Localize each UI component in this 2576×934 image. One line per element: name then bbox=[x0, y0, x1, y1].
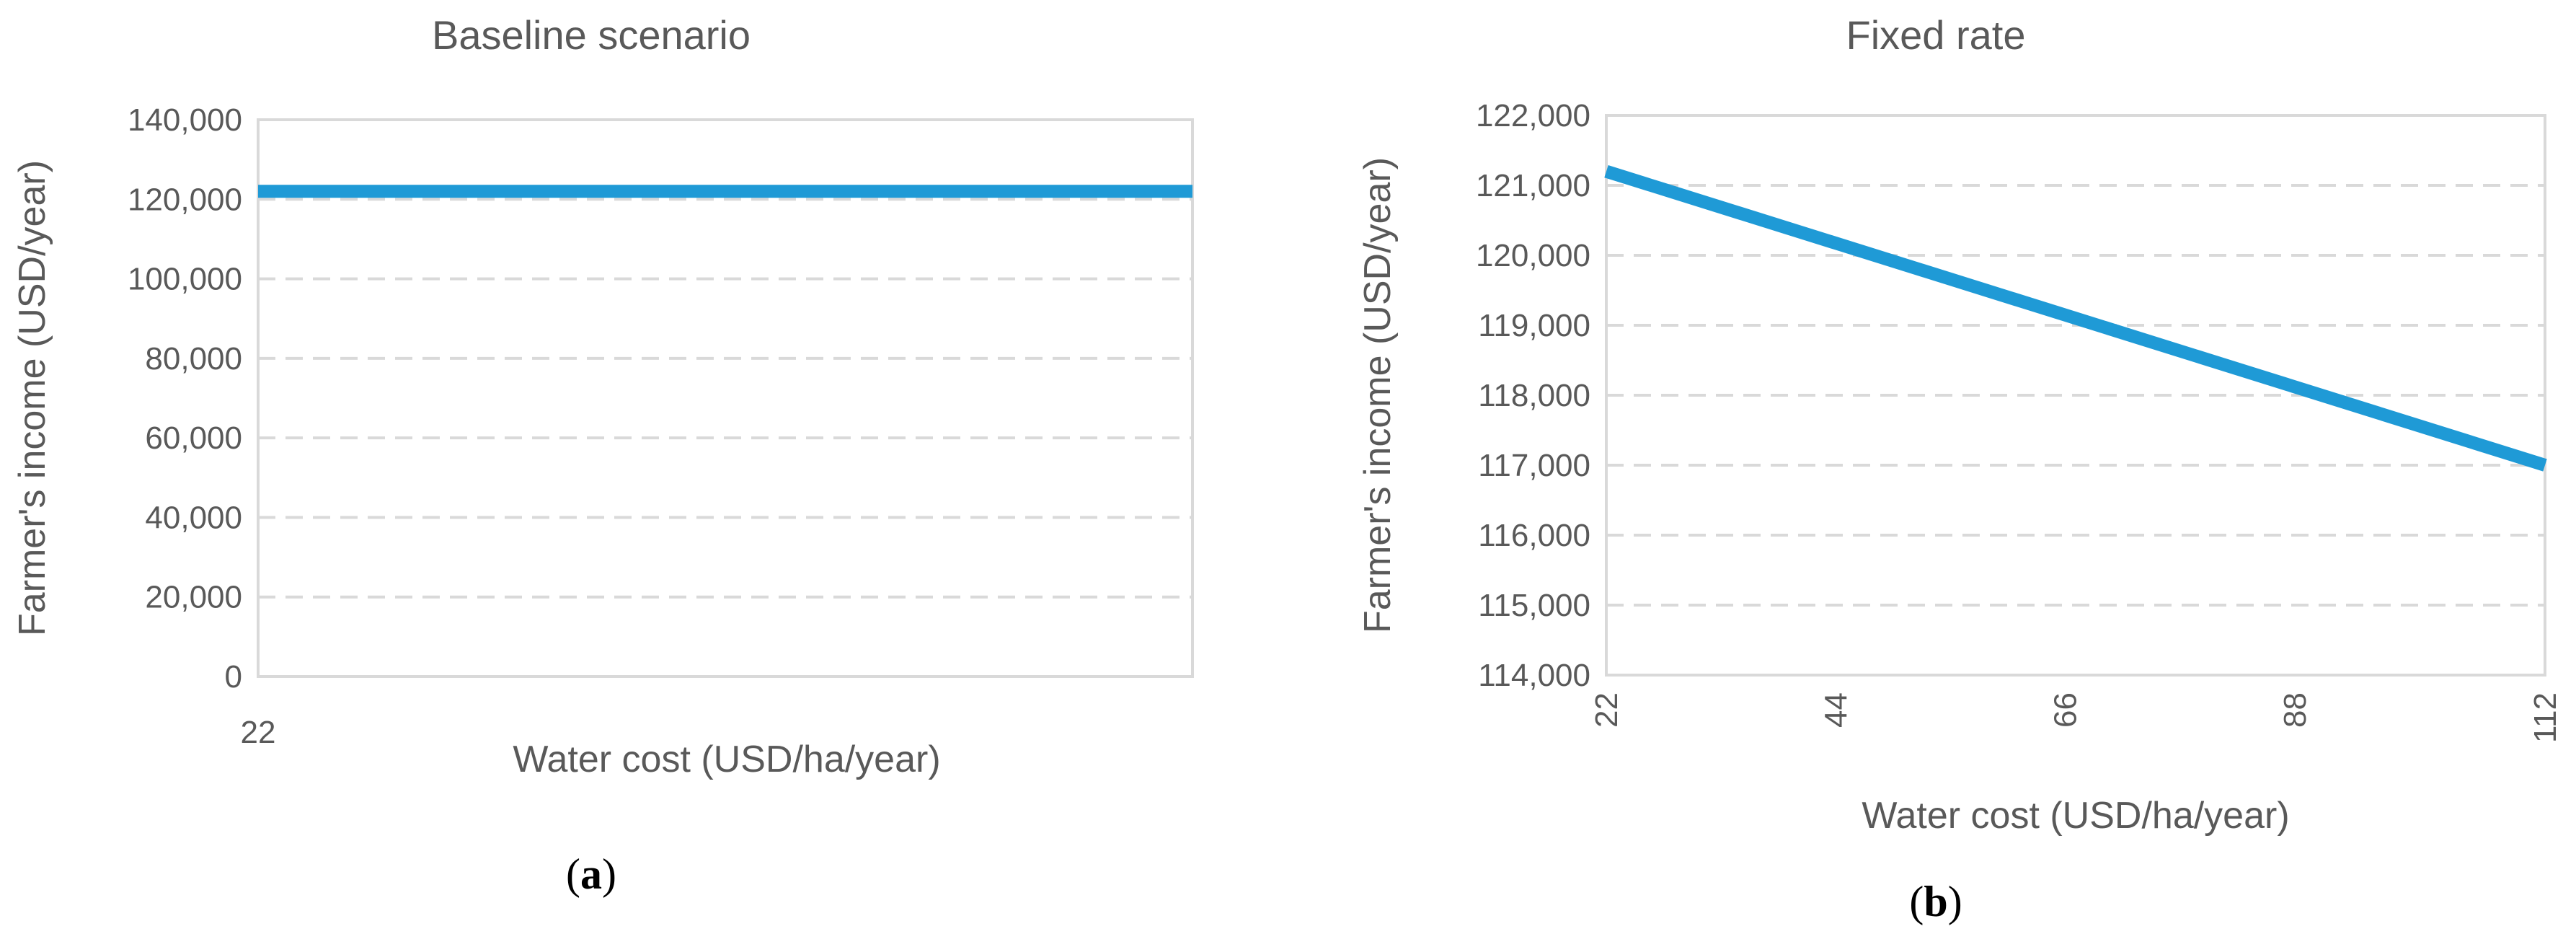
chart-b-y-tick: 120,000 bbox=[1476, 238, 1590, 273]
chart-a-y-tick: 20,000 bbox=[145, 580, 242, 615]
chart-a-y-axis-label: Farmer's income (USD/year) bbox=[12, 160, 53, 636]
chart-b-y-tick: 114,000 bbox=[1478, 658, 1590, 693]
chart-b-x-tick: 44 bbox=[1818, 692, 1854, 728]
chart-b-x-axis-label: Water cost (USD/ha/year) bbox=[1862, 795, 2289, 837]
chart-a-y-tick: 60,000 bbox=[145, 420, 242, 456]
chart-a-y-tick: 0 bbox=[225, 659, 242, 695]
chart-b-y-tick: 116,000 bbox=[1478, 518, 1590, 553]
panel-a: Baseline scenario 0 20,000 40,000 60,000… bbox=[12, 12, 1194, 898]
chart-a-x-ticks: 22 bbox=[241, 715, 276, 750]
chart-b-y-tick: 118,000 bbox=[1478, 378, 1590, 413]
chart-a-y-tick: 140,000 bbox=[128, 102, 242, 138]
chart-b-x-ticks: 22 44 66 88 112 bbox=[1589, 692, 2563, 743]
chart-a-x-axis-label: Water cost (USD/ha/year) bbox=[513, 739, 940, 780]
chart-a-x-tick: 22 bbox=[241, 715, 276, 750]
chart-b-x-tick: 88 bbox=[2278, 692, 2313, 728]
chart-b-y-tick: 122,000 bbox=[1476, 98, 1590, 133]
chart-b-y-ticks: 114,000 115,000 116,000 117,000 118,000 … bbox=[1476, 98, 1590, 693]
chart-b-y-tick: 117,000 bbox=[1478, 448, 1590, 483]
chart-b-plot-frame bbox=[1605, 114, 2546, 677]
chart-b-y-tick: 115,000 bbox=[1478, 588, 1590, 623]
chart-a-y-tick: 40,000 bbox=[145, 500, 242, 535]
panel-b: Fixed rate 114,000 115,000 116,000 117,0… bbox=[1357, 12, 2563, 925]
panel-a-label: (a) bbox=[566, 850, 616, 898]
chart-b-x-tick: 66 bbox=[2048, 692, 2084, 728]
chart-b-title: Fixed rate bbox=[1846, 12, 2026, 58]
chart-a-y-tick: 100,000 bbox=[128, 262, 242, 297]
chart-b-gridlines bbox=[1606, 184, 2545, 607]
chart-b-y-tick: 121,000 bbox=[1476, 168, 1590, 203]
chart-a-y-ticks: 0 20,000 40,000 60,000 80,000 100,000 12… bbox=[128, 102, 242, 695]
chart-b-x-tick: 112 bbox=[2528, 692, 2563, 743]
chart-a-y-tick: 120,000 bbox=[128, 182, 242, 217]
chart-b-y-tick: 119,000 bbox=[1478, 308, 1590, 343]
chart-a-y-tick: 80,000 bbox=[145, 341, 242, 376]
panel-b-label: (b) bbox=[1909, 878, 1962, 925]
chart-a-plot-frame bbox=[257, 118, 1194, 678]
series-line bbox=[1604, 165, 2547, 472]
chart-a-gridlines bbox=[258, 198, 1192, 599]
chart-b-y-axis-label: Farmer's income (USD/year) bbox=[1357, 157, 1399, 633]
chart-b-x-tick: 22 bbox=[1589, 692, 1624, 728]
chart-b-series bbox=[1604, 165, 2547, 472]
chart-a-title: Baseline scenario bbox=[432, 12, 751, 58]
